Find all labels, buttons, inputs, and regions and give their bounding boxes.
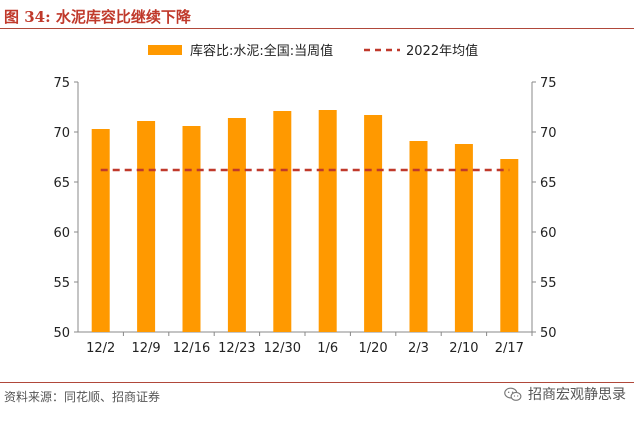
bar-chart: 库容比:水泥:全国:当周值 2022年均值 50 50 55 55 60 60 65 65 70… xyxy=(53,43,556,356)
x-tick-label: 1/20 xyxy=(358,341,387,356)
watermark: 招商宏观静思录 xyxy=(504,384,626,404)
legend-label-bar: 库容比:水泥:全国:当周值 xyxy=(190,43,333,59)
bar xyxy=(91,129,110,332)
bar xyxy=(182,126,201,332)
x-tick-label: 12/30 xyxy=(264,341,301,356)
x-axis-labels: 12/2 12/9 12/16 12/23 12/30 1/6 1/20 2/3 2/10 2/1… xyxy=(86,332,533,356)
x-tick-label: 12/2 xyxy=(86,341,115,356)
y-tick-label-left: 50 xyxy=(53,326,70,341)
bar xyxy=(454,144,473,332)
axes: 50 50 55 55 60 60 65 65 70 70 75 75 xyxy=(53,76,556,341)
x-tick-label: 12/9 xyxy=(131,341,160,356)
x-tick-label: 12/16 xyxy=(173,341,210,356)
x-tick-label: 2/17 xyxy=(495,341,524,356)
bar xyxy=(500,159,519,332)
legend: 库容比:水泥:全国:当周值 2022年均值 xyxy=(148,43,478,59)
figure-title: 图 34: 水泥库容比继续下降 xyxy=(4,8,191,26)
bar xyxy=(409,141,428,332)
y-tick-label-left: 70 xyxy=(53,126,70,141)
source-note: 资料来源：同花顺、招商证券 xyxy=(4,390,161,404)
x-tick-label: 2/10 xyxy=(449,341,478,356)
y-tick-label-right: 60 xyxy=(540,226,557,241)
bar xyxy=(364,115,383,332)
wechat-icon xyxy=(504,387,522,401)
bar xyxy=(137,121,156,332)
source-divider xyxy=(0,382,634,383)
y-tick-label-right: 55 xyxy=(540,276,557,291)
y-tick-label-right: 50 xyxy=(540,326,557,341)
y-tick-label-left: 75 xyxy=(53,76,70,91)
watermark-text: 招商宏观静思录 xyxy=(528,387,626,403)
bar xyxy=(227,118,246,332)
y-tick-label-left: 55 xyxy=(53,276,70,291)
y-tick-label-left: 60 xyxy=(53,226,70,241)
x-tick-label: 12/23 xyxy=(218,341,255,356)
x-tick-label: 1/6 xyxy=(317,341,338,356)
y-tick-label-right: 75 xyxy=(540,76,557,91)
title-divider xyxy=(0,28,634,29)
bars xyxy=(91,110,519,332)
y-tick-label-left: 65 xyxy=(53,176,70,191)
bar xyxy=(273,111,292,332)
legend-swatch-bar xyxy=(148,45,182,55)
x-tick-label: 2/3 xyxy=(408,341,429,356)
legend-label-average: 2022年均值 xyxy=(406,43,478,59)
bar xyxy=(318,110,337,332)
y-tick-label-right: 65 xyxy=(540,176,557,191)
y-tick-label-right: 70 xyxy=(540,126,557,141)
